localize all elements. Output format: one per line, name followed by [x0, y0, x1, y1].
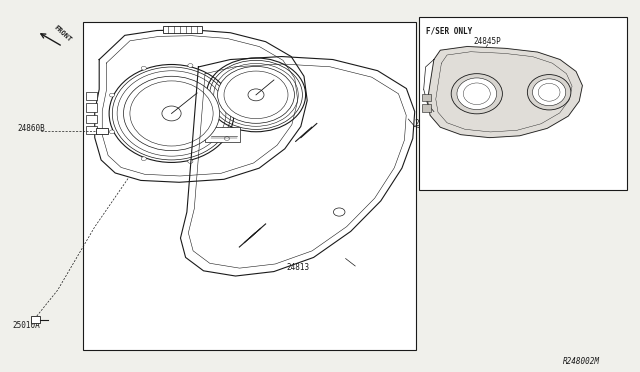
Bar: [419, 17, 627, 190]
Ellipse shape: [333, 208, 345, 216]
Ellipse shape: [141, 157, 147, 161]
Bar: [96, 128, 108, 134]
Ellipse shape: [188, 160, 193, 163]
Text: 24860B: 24860B: [18, 124, 45, 133]
Bar: [163, 26, 202, 33]
Ellipse shape: [451, 74, 502, 114]
Ellipse shape: [457, 78, 497, 109]
Bar: [86, 126, 97, 134]
Bar: [31, 316, 40, 323]
Ellipse shape: [225, 87, 230, 90]
Ellipse shape: [218, 67, 294, 124]
Text: 24813: 24813: [287, 263, 310, 272]
Ellipse shape: [124, 76, 220, 151]
Ellipse shape: [225, 137, 230, 141]
Bar: [205, 127, 240, 142]
Text: FRONT: FRONT: [53, 25, 73, 43]
Text: 25010A: 25010A: [13, 321, 40, 330]
Bar: [86, 103, 97, 112]
Text: 24810: 24810: [415, 119, 438, 128]
Ellipse shape: [109, 130, 115, 134]
Polygon shape: [428, 46, 582, 138]
Ellipse shape: [141, 66, 147, 70]
Polygon shape: [180, 57, 415, 276]
Text: c: c: [97, 129, 100, 135]
Polygon shape: [95, 30, 307, 182]
Text: F/SER ONLY: F/SER ONLY: [426, 26, 472, 35]
Ellipse shape: [188, 64, 193, 67]
Bar: [422, 94, 431, 101]
Bar: [422, 104, 431, 112]
Text: R248002M: R248002M: [563, 357, 600, 366]
Bar: [83, 22, 416, 350]
Bar: [86, 92, 97, 100]
Ellipse shape: [248, 89, 264, 101]
Bar: [86, 115, 97, 123]
Text: 24845P: 24845P: [474, 37, 501, 46]
Ellipse shape: [162, 106, 181, 121]
Ellipse shape: [109, 93, 115, 97]
Ellipse shape: [527, 74, 571, 110]
Ellipse shape: [532, 79, 566, 106]
